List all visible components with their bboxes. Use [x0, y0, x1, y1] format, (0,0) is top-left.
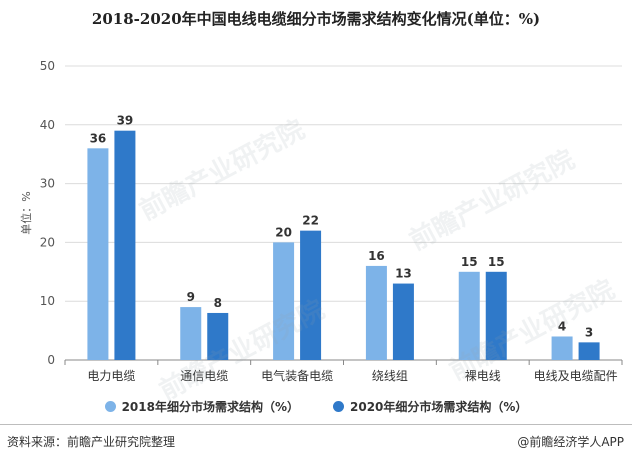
bar-2018[interactable] [458, 271, 480, 360]
bar-2018[interactable] [87, 148, 109, 360]
y-axis-label: 单位：% [19, 191, 33, 234]
data-label: 9 [187, 290, 195, 304]
legend-label-2018: 2018年细分市场需求结构（%） [121, 400, 299, 414]
bar-2018[interactable] [273, 242, 295, 360]
legend-marker-2018 [104, 401, 116, 412]
data-label: 4 [558, 319, 566, 333]
data-label: 20 [275, 225, 292, 239]
y-tick-label: 10 [40, 294, 55, 308]
y-tick-label: 0 [47, 353, 55, 367]
data-labels: 36 39 9 8 20 22 16 13 15 15 4 3 [90, 114, 594, 340]
data-label: 15 [461, 255, 478, 269]
chart-title: 2018-2020年中国电线电缆细分市场需求结构变化情况(单位：%) [91, 10, 541, 28]
bars [87, 130, 600, 360]
bar-2020[interactable] [300, 230, 322, 360]
legend-item-2020[interactable]: 2020年细分市场需求结构（%） [333, 398, 527, 415]
legend: 2018年细分市场需求结构（%） 2020年细分市场需求结构（%） [0, 398, 632, 415]
data-label: 13 [395, 267, 412, 281]
data-label: 8 [214, 296, 222, 310]
x-tick-label: 电力电缆 [87, 369, 135, 383]
data-label: 3 [585, 325, 593, 339]
data-label: 15 [488, 255, 505, 269]
bar-2018[interactable] [180, 307, 202, 360]
data-label: 22 [302, 214, 319, 228]
bar-2018[interactable] [551, 336, 573, 360]
bar-2020[interactable] [578, 342, 600, 360]
bar-2020[interactable] [207, 312, 229, 360]
x-tick-label: 电线及电缆配件 [534, 369, 618, 383]
legend-item-2018[interactable]: 2018年细分市场需求结构（%） [104, 398, 299, 415]
bar-2020[interactable] [114, 130, 136, 360]
gridlines [65, 65, 622, 361]
x-tick-label: 通信电缆 [180, 369, 228, 383]
bar-2020[interactable] [485, 271, 507, 360]
x-tick-label: 裸电线 [465, 368, 501, 383]
legend-marker-2020 [333, 401, 344, 412]
data-label: 16 [368, 249, 385, 263]
x-tick-label: 电气装备电缆 [261, 368, 333, 383]
footer-credit: @前瞻经济学人APP [517, 435, 624, 449]
y-tick-label: 20 [40, 235, 55, 249]
legend-label-2020: 2020年细分市场需求结构（%） [350, 400, 528, 414]
bar-2018[interactable] [365, 265, 387, 360]
y-tick-label: 40 [40, 118, 55, 132]
footer-source: 资料来源：前瞻产业研究院整理 [7, 435, 176, 449]
y-tick-label: 50 [40, 59, 55, 73]
bar-2020[interactable] [392, 283, 414, 360]
x-tick-label: 绕线组 [372, 369, 408, 383]
footer-divider [0, 424, 632, 425]
axes: 0 10 20 30 40 50 单位：% 电力电缆 通信电缆 电气装备电缆 绕线组 裸电线 电线及电缆… [19, 59, 623, 383]
data-label: 39 [117, 114, 134, 128]
y-tick-label: 30 [40, 177, 55, 191]
data-label: 36 [90, 131, 107, 145]
